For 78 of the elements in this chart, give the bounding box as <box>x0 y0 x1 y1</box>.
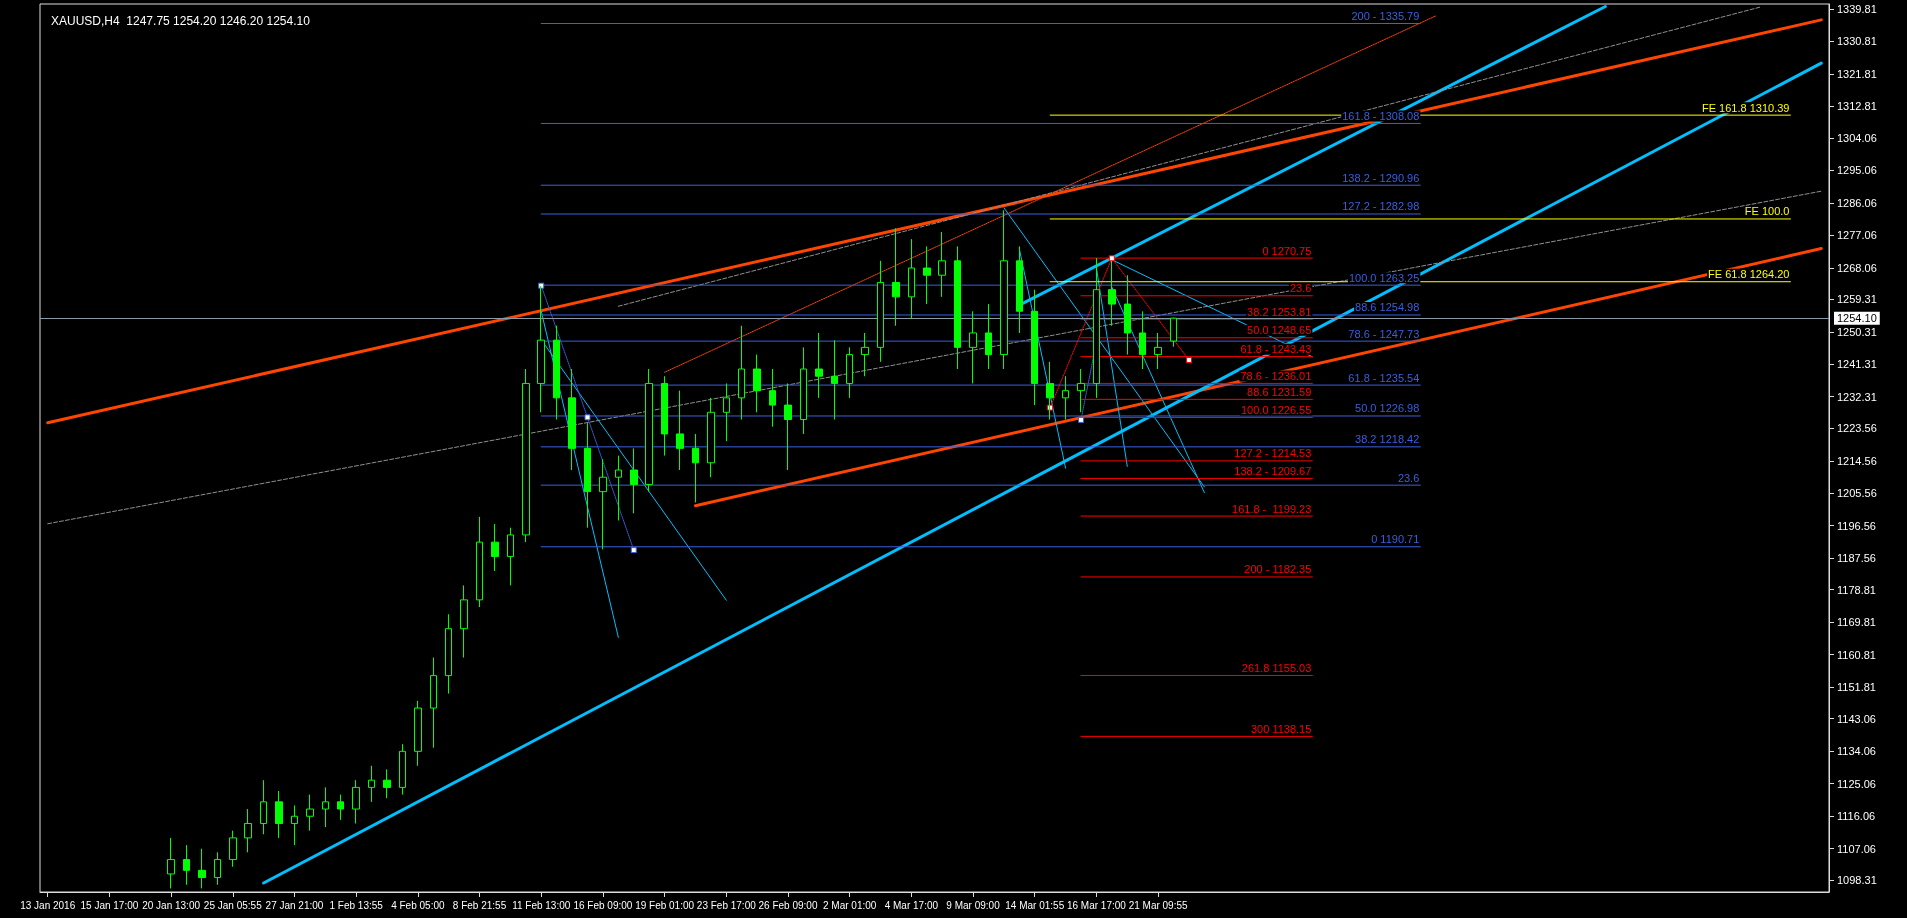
y-tick-label: 1196.56 <box>1837 519 1876 532</box>
series-label: 61.8 - 1235.54 <box>1348 371 1420 384</box>
x-tick-label: 4 Feb 05:00 <box>391 899 445 911</box>
y-tick-label: 1250.31 <box>1837 325 1877 338</box>
series-label: 78.6 - 1236.01 <box>1240 369 1312 382</box>
y-tick-label: 1241.31 <box>1837 358 1877 371</box>
series-label: 0 1270.75 <box>1262 244 1312 257</box>
y-tick-label: 1098.31 <box>1837 874 1877 887</box>
series-label: 100.0 1263.25 <box>1348 271 1420 284</box>
y-tick-label: 1330.81 <box>1837 35 1877 48</box>
x-tick-label: 14 Mar 01:55 <box>1005 899 1065 911</box>
x-tick-label: 11 Feb 13:00 <box>512 899 571 911</box>
y-tick-label: 1304.06 <box>1837 131 1877 144</box>
y-tick-label: 1277.06 <box>1837 229 1877 242</box>
y-tick-label: 1268.06 <box>1837 261 1877 274</box>
series-label: 38.2 1218.42 <box>1355 433 1420 446</box>
x-tick-label: 8 Feb 21:55 <box>452 899 507 911</box>
series-label: 300 1138.15 <box>1250 722 1312 735</box>
series-label: 261.8 1155.03 <box>1241 661 1312 674</box>
series-label: 78.6 - 1247.73 <box>1348 327 1420 340</box>
series-label: FE 100.0 <box>1744 205 1790 218</box>
x-tick-label: 21 Mar 09:55 <box>1128 899 1189 911</box>
y-tick-label: 1232.31 <box>1837 390 1877 403</box>
x-tick-label: 15 Jan 17:00 <box>80 899 139 911</box>
y-tick-label: 1151.81 <box>1837 681 1876 694</box>
text: XAUUSD,H4 1247.75 1254.20 1246.20 1254.10 <box>51 14 311 28</box>
y-tick-label: 1259.31 <box>1837 293 1877 306</box>
y-tick-label: 1187.56 <box>1837 552 1876 565</box>
y-tick-label: 1107.06 <box>1837 842 1876 855</box>
y-tick-label: 1286.06 <box>1837 196 1877 209</box>
x-tick-label: 13 Jan 2016 <box>20 899 76 911</box>
series-label: 161.8 - 1199.23 <box>1232 502 1312 515</box>
y-tick-label: 1321.81 <box>1837 67 1877 80</box>
series-label: 138.2 - 1209.67 <box>1234 464 1312 477</box>
series-label: 23.6 <box>1397 471 1420 484</box>
y-tick-label: 1160.81 <box>1837 648 1876 661</box>
y-tick-label: 1312.81 <box>1837 100 1877 113</box>
y-tick-label: 1134.06 <box>1837 745 1876 758</box>
x-tick-label: 1 Feb 13:55 <box>329 899 384 911</box>
series-label: 0 1190.71 <box>1371 533 1420 546</box>
x-tick-label: 20 Jan 13:00 <box>142 899 201 911</box>
series-label: FE 61.8 1264.20 <box>1708 268 1790 281</box>
x-tick-label: 4 Mar 17:00 <box>884 899 939 911</box>
x-tick-label: 19 Feb 01:00 <box>635 899 695 911</box>
x-tick-label: 16 Mar 17:00 <box>1066 899 1127 911</box>
y-tick-label: 1205.56 <box>1837 487 1877 500</box>
series-label: 38.2 1253.81 <box>1247 305 1312 318</box>
y-tick-label: 1116.06 <box>1837 810 1876 823</box>
y-tick-label: 1214.56 <box>1837 454 1877 467</box>
series-label: 88.6 1231.59 <box>1247 385 1312 398</box>
y-tick-label: 1339.81 <box>1837 3 1877 16</box>
series-label: 88.6 1254.98 <box>1355 301 1420 314</box>
y-tick-label: 1125.06 <box>1837 777 1876 790</box>
series-label: 200 - 1182.35 <box>1244 563 1312 576</box>
ref-line-label: 1254.10 <box>1837 312 1877 325</box>
series-label: 61.8 - 1243.43 <box>1240 343 1312 356</box>
y-tick-label: 1143.06 <box>1837 712 1876 725</box>
series-label: 50.0 1248.65 <box>1247 324 1312 337</box>
x-tick-label: 23 Feb 17:00 <box>696 899 757 911</box>
y-tick-label: 1169.81 <box>1837 616 1876 629</box>
series-label: 138.2 - 1290.96 <box>1342 171 1420 184</box>
series-label: 161.8 - 1308.08 <box>1342 109 1420 122</box>
y-tick-label: 1178.81 <box>1837 583 1876 596</box>
series-label: 100.0 1226.55 <box>1240 404 1312 417</box>
series-label: 23.6 <box>1289 282 1312 295</box>
y-tick-label: 1295.06 <box>1837 164 1877 177</box>
x-tick-label: 25 Jan 05:55 <box>203 899 263 911</box>
x-tick-label: 9 Mar 09:00 <box>946 899 1001 911</box>
series-label: 127.2 - 1214.53 <box>1234 447 1312 460</box>
x-tick-label: 26 Feb 09:00 <box>758 899 818 911</box>
y-tick-label: 1223.56 <box>1837 422 1877 435</box>
series-label: 127.2 - 1282.98 <box>1342 200 1420 213</box>
series-label: 200 - 1335.79 <box>1351 10 1420 23</box>
series-label: 50.0 1226.98 <box>1355 402 1420 415</box>
x-tick-label: 16 Feb 09:00 <box>573 899 633 911</box>
x-tick-label: 2 Mar 01:00 <box>822 899 877 911</box>
x-tick-label: 27 Jan 21:00 <box>265 899 324 911</box>
series-label: FE 161.8 1310.39 <box>1701 101 1790 114</box>
